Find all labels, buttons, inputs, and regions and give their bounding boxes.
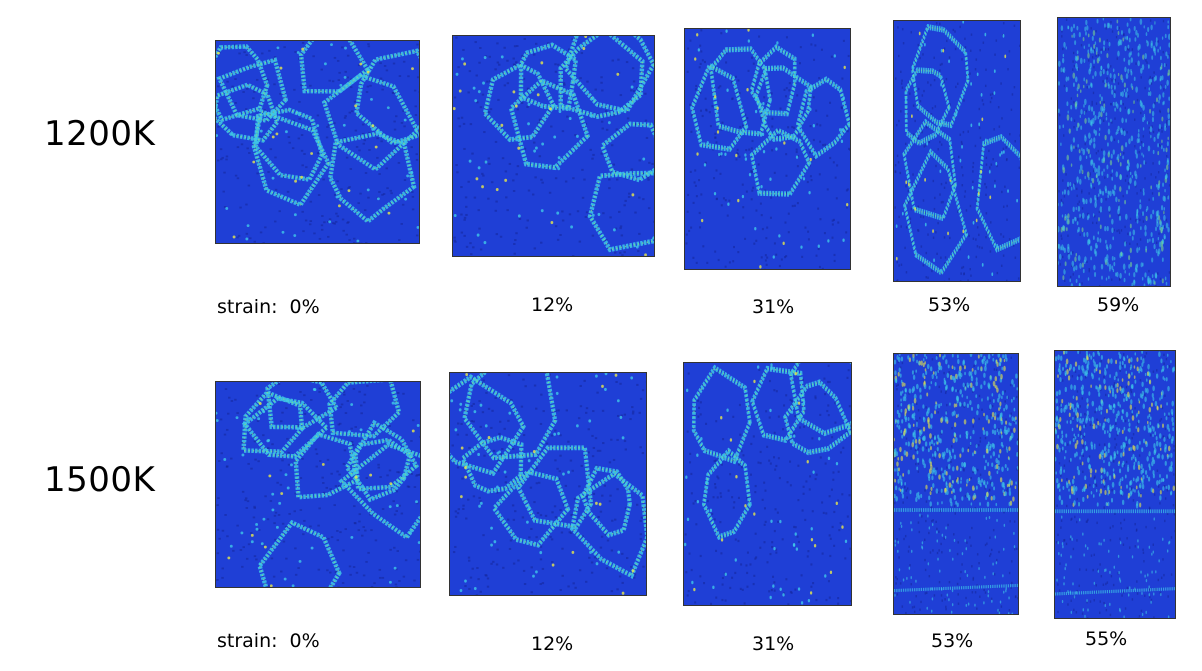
atom-image <box>453 36 654 256</box>
strain-caption-1200k-59pct: 59% <box>1097 294 1140 316</box>
snapshot-1200k-31pct <box>684 28 851 270</box>
snapshot-1200k-12pct <box>452 35 655 257</box>
strain-caption-1200k-31pct: 31% <box>752 296 795 318</box>
snapshot-1500k-53pct <box>893 353 1019 615</box>
atom-image <box>450 373 646 595</box>
atom-image <box>1055 351 1175 618</box>
strain-label: strain: <box>217 296 278 318</box>
strain-caption-1500k-0pct: strain: 0% <box>217 630 320 652</box>
snapshot-1200k-0pct <box>215 40 420 244</box>
atom-image <box>1058 18 1170 286</box>
snapshot-1500k-55pct <box>1054 350 1176 619</box>
strain-label: strain: <box>217 630 278 652</box>
snapshot-1500k-31pct <box>683 362 852 606</box>
temperature-label-1200k: 1200K <box>44 114 156 154</box>
strain-caption-1500k-12pct: 12% <box>531 633 574 655</box>
atom-image <box>684 363 851 605</box>
strain-value: 0% <box>289 630 320 652</box>
atom-image <box>685 29 850 269</box>
temperature-label-1500k: 1500K <box>44 460 156 500</box>
snapshot-1200k-59pct <box>1057 17 1171 287</box>
strain-caption-1200k-12pct: 12% <box>531 294 574 316</box>
atom-image <box>216 382 420 587</box>
strain-caption-1500k-55pct: 55% <box>1085 628 1128 650</box>
atom-image <box>894 354 1018 614</box>
snapshot-1500k-0pct <box>215 381 421 588</box>
strain-value: 0% <box>289 296 320 318</box>
strain-caption-1500k-53pct: 53% <box>931 630 974 652</box>
strain-caption-1200k-53pct: 53% <box>928 294 971 316</box>
strain-caption-1500k-31pct: 31% <box>752 633 795 655</box>
snapshot-1500k-12pct <box>449 372 647 596</box>
snapshot-1200k-53pct <box>893 20 1021 282</box>
atom-image <box>216 41 419 243</box>
atom-image <box>894 21 1020 281</box>
strain-caption-1200k-0pct: strain: 0% <box>217 296 320 318</box>
